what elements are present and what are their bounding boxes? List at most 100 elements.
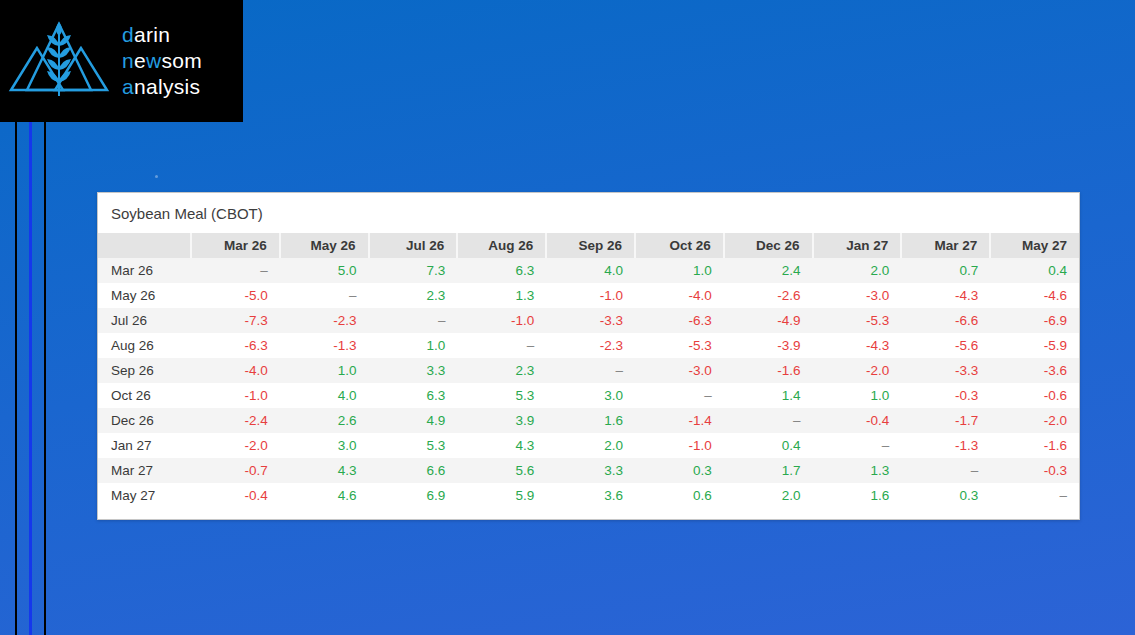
spread-value-cell: -2.4 — [191, 408, 280, 433]
spread-value-cell: – — [990, 483, 1079, 508]
spread-value-cell: 2.4 — [724, 258, 813, 283]
spread-value-cell: -2.0 — [191, 433, 280, 458]
spread-value-cell: 3.6 — [546, 483, 635, 508]
table-row: Mar 26–5.07.36.34.01.02.42.00.70.4 — [98, 258, 1079, 283]
wordmark-line: newsom — [122, 48, 202, 74]
decorative-stripe-blue — [29, 122, 32, 635]
spread-value-cell: 3.3 — [546, 458, 635, 483]
spread-value-cell: – — [901, 458, 990, 483]
spread-value-cell: 4.3 — [457, 433, 546, 458]
spread-value-cell: 6.3 — [369, 383, 458, 408]
spread-value-cell: 1.7 — [724, 458, 813, 483]
spread-value-cell: -3.6 — [990, 358, 1079, 383]
corner-cell — [98, 233, 191, 258]
table-row: Mar 27-0.74.36.65.63.30.31.71.3–-0.3 — [98, 458, 1079, 483]
row-label: May 27 — [98, 483, 191, 508]
table-row: Jan 27-2.03.05.34.32.0-1.00.4–-1.3-1.6 — [98, 433, 1079, 458]
spread-value-cell: -4.3 — [813, 333, 902, 358]
column-header: Jul 26 — [369, 233, 458, 258]
column-header: Mar 27 — [901, 233, 990, 258]
table-row: May 26-5.0–2.31.3-1.0-4.0-2.6-3.0-4.3-4.… — [98, 283, 1079, 308]
spread-value-cell: 3.0 — [546, 383, 635, 408]
spread-value-cell: -1.0 — [457, 308, 546, 333]
spread-value-cell: -4.3 — [901, 283, 990, 308]
spread-value-cell: 1.6 — [813, 483, 902, 508]
spread-value-cell: -3.3 — [546, 308, 635, 333]
row-label: Mar 27 — [98, 458, 191, 483]
spread-value-cell: 4.9 — [369, 408, 458, 433]
spread-value-cell: -0.6 — [990, 383, 1079, 408]
spread-value-cell: 2.0 — [724, 483, 813, 508]
spread-value-cell: – — [369, 308, 458, 333]
spread-value-cell: – — [724, 408, 813, 433]
row-label: Jul 26 — [98, 308, 191, 333]
spread-value-cell: – — [635, 383, 724, 408]
spread-value-cell: -5.0 — [191, 283, 280, 308]
column-header: May 26 — [280, 233, 369, 258]
table-row: Oct 26-1.04.06.35.33.0–1.41.0-0.3-0.6 — [98, 383, 1079, 408]
wheat-ear — [47, 22, 71, 96]
spread-value-cell: -2.0 — [813, 358, 902, 383]
spread-value-cell: – — [191, 258, 280, 283]
spread-matrix-card: Soybean Meal (CBOT) Mar 26May 26Jul 26Au… — [97, 192, 1080, 520]
spread-value-cell: 5.3 — [369, 433, 458, 458]
row-label: Oct 26 — [98, 383, 191, 408]
spread-value-cell: 7.3 — [369, 258, 458, 283]
spread-value-cell: -0.7 — [191, 458, 280, 483]
spread-value-cell: -2.3 — [546, 333, 635, 358]
row-label: May 26 — [98, 283, 191, 308]
spread-value-cell: – — [546, 358, 635, 383]
spread-value-cell: 4.6 — [280, 483, 369, 508]
table-row: Aug 26-6.3-1.31.0–-2.3-5.3-3.9-4.3-5.6-5… — [98, 333, 1079, 358]
brand-wordmark: darinnewsomanalysis — [122, 22, 202, 100]
spread-value-cell: 1.4 — [724, 383, 813, 408]
spread-value-cell: -5.9 — [990, 333, 1079, 358]
wordmark-line: darin — [122, 22, 202, 48]
spread-value-cell: 2.0 — [546, 433, 635, 458]
page-background: { "logo": { "icon_name": "mountains-whea… — [0, 0, 1135, 635]
decorative-stripe-black-left — [15, 122, 17, 635]
row-label: Jan 27 — [98, 433, 191, 458]
spread-value-cell: 3.3 — [369, 358, 458, 383]
column-header: May 27 — [990, 233, 1079, 258]
spread-value-cell: -6.3 — [635, 308, 724, 333]
spread-value-cell: 1.0 — [635, 258, 724, 283]
spread-value-cell: -1.7 — [901, 408, 990, 433]
spread-value-cell: 4.0 — [546, 258, 635, 283]
spread-value-cell: -6.6 — [901, 308, 990, 333]
table-row: Sep 26-4.01.03.32.3–-3.0-1.6-2.0-3.3-3.6 — [98, 358, 1079, 383]
row-label: Dec 26 — [98, 408, 191, 433]
wordmark-line: analysis — [122, 74, 202, 100]
spread-value-cell: 6.3 — [457, 258, 546, 283]
column-header: Jan 27 — [813, 233, 902, 258]
spread-value-cell: -1.3 — [280, 333, 369, 358]
spread-value-cell: -3.0 — [813, 283, 902, 308]
spread-value-cell: 0.3 — [901, 483, 990, 508]
column-header: Sep 26 — [546, 233, 635, 258]
spread-matrix-table: Mar 26May 26Jul 26Aug 26Sep 26Oct 26Dec … — [98, 233, 1079, 508]
row-label: Mar 26 — [98, 258, 191, 283]
spread-value-cell: 6.9 — [369, 483, 458, 508]
spread-value-cell: -4.6 — [990, 283, 1079, 308]
spread-value-cell: – — [280, 283, 369, 308]
spread-value-cell: -1.6 — [724, 358, 813, 383]
column-header: Dec 26 — [724, 233, 813, 258]
spread-value-cell: 2.3 — [457, 358, 546, 383]
spread-value-cell: 6.6 — [369, 458, 458, 483]
spread-value-cell: -0.4 — [813, 408, 902, 433]
spread-value-cell: 5.3 — [457, 383, 546, 408]
table-row: May 27-0.44.66.95.93.60.62.01.60.3– — [98, 483, 1079, 508]
spread-value-cell: -2.6 — [724, 283, 813, 308]
spread-value-cell: 4.3 — [280, 458, 369, 483]
spread-value-cell: 1.0 — [369, 333, 458, 358]
spread-value-cell: -5.6 — [901, 333, 990, 358]
spread-value-cell: -2.0 — [990, 408, 1079, 433]
spread-value-cell: -3.0 — [635, 358, 724, 383]
spread-value-cell: 1.6 — [546, 408, 635, 433]
spread-value-cell: 2.3 — [369, 283, 458, 308]
spread-value-cell: – — [457, 333, 546, 358]
brand-logo: darinnewsomanalysis — [0, 0, 243, 122]
spread-value-cell: 2.6 — [280, 408, 369, 433]
spread-value-cell: -7.3 — [191, 308, 280, 333]
spread-value-cell: -0.3 — [990, 458, 1079, 483]
